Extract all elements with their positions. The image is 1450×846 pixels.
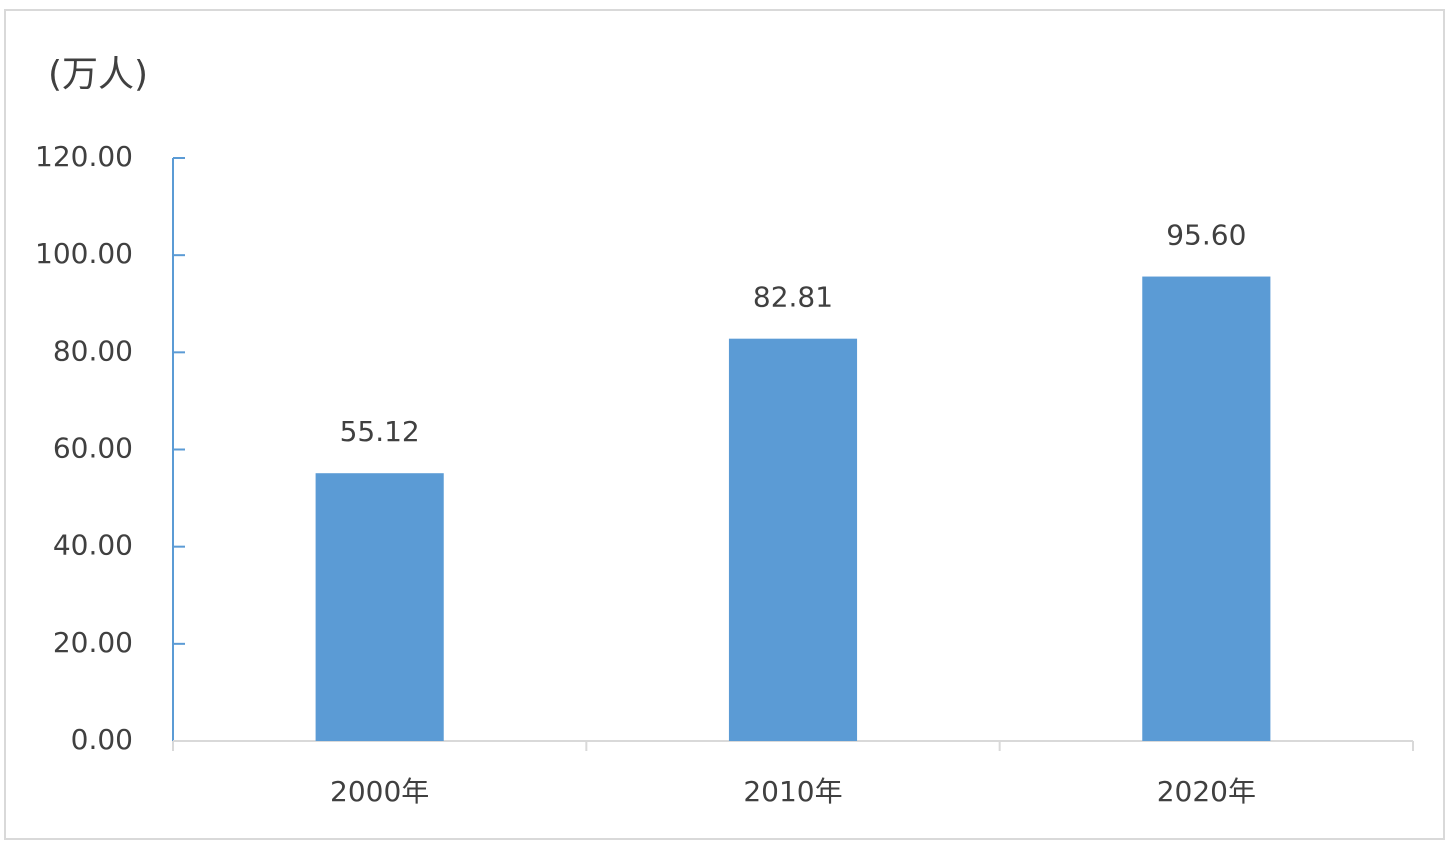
bar <box>1142 276 1271 741</box>
y-tick-label: 80.00 <box>53 334 133 367</box>
x-tick-label: 2020年 <box>1157 775 1256 808</box>
y-tick-label: 100.00 <box>35 237 133 270</box>
y-axis-label: (万人) <box>48 54 148 95</box>
data-label: 82.81 <box>753 281 833 314</box>
x-tick-label: 2000年 <box>330 775 429 808</box>
y-tick-label: 120.00 <box>35 140 133 173</box>
data-label: 95.60 <box>1166 219 1246 252</box>
data-label: 55.12 <box>340 415 420 448</box>
x-tick-label: 2010年 <box>743 775 842 808</box>
bar <box>315 473 444 741</box>
y-tick-label: 40.00 <box>53 529 133 562</box>
y-tick-label: 20.00 <box>53 626 133 659</box>
y-tick-label: 0.00 <box>71 723 133 756</box>
bar <box>728 338 858 741</box>
y-tick-label: 60.00 <box>53 432 133 465</box>
